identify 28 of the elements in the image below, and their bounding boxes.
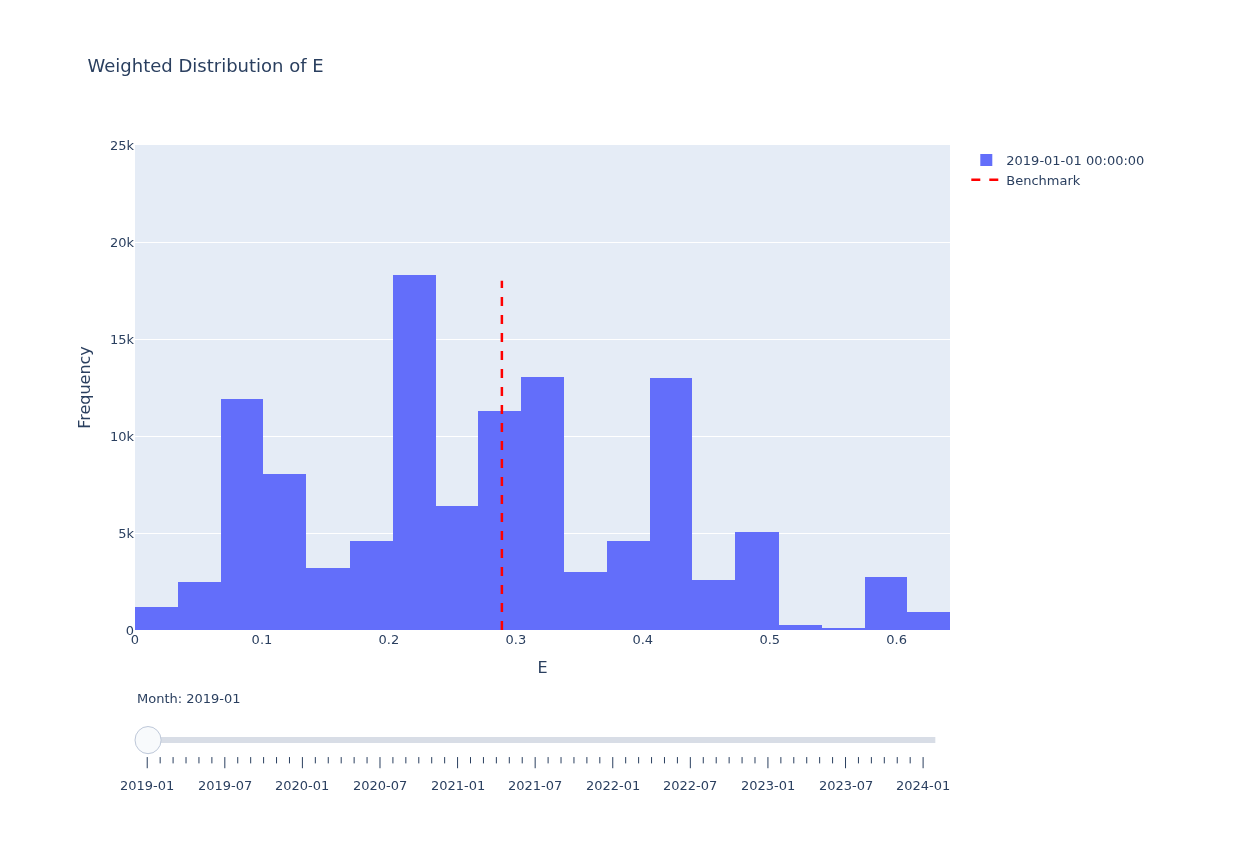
- text: Month: 2019-01: [137, 691, 241, 706]
- x-tick-label: 0.5: [759, 632, 781, 647]
- x-tick-label: 0.1: [251, 632, 273, 647]
- text: 2021-01: [431, 778, 486, 793]
- legend-label: Benchmark: [1006, 172, 1081, 188]
- text: 2022-01: [586, 778, 641, 793]
- text: 2023-01: [741, 778, 796, 793]
- y-tick-label: 15k: [109, 331, 135, 347]
- y-tick-label: 25k: [109, 137, 135, 153]
- text: 2021-07: [508, 778, 563, 793]
- text: 2022-07: [663, 778, 718, 793]
- x-tick-label: 0.3: [505, 632, 527, 647]
- y-tick-label: 5k: [118, 525, 135, 541]
- text: 2020-01: [275, 778, 330, 793]
- x-tick-label: 0.2: [378, 632, 400, 647]
- text: 2024-01: [896, 778, 951, 793]
- y-tick-label: 20k: [109, 234, 135, 250]
- text: 2019-01: [120, 778, 175, 793]
- legend-label: 2019-01-01 00:00:00: [1006, 153, 1145, 169]
- text: 2020-07: [353, 778, 408, 793]
- chart-title: Weighted Distribution of E: [87, 55, 324, 77]
- text: 2019-07: [198, 778, 253, 793]
- y-axis-title: Frequency: [74, 346, 94, 429]
- x-tick-label: 0.4: [632, 632, 654, 647]
- x-tick-label: 0.6: [886, 632, 908, 647]
- y-tick-label: 10k: [109, 428, 135, 444]
- x-axis-title: E: [537, 657, 548, 677]
- text: 2023-07: [819, 778, 874, 793]
